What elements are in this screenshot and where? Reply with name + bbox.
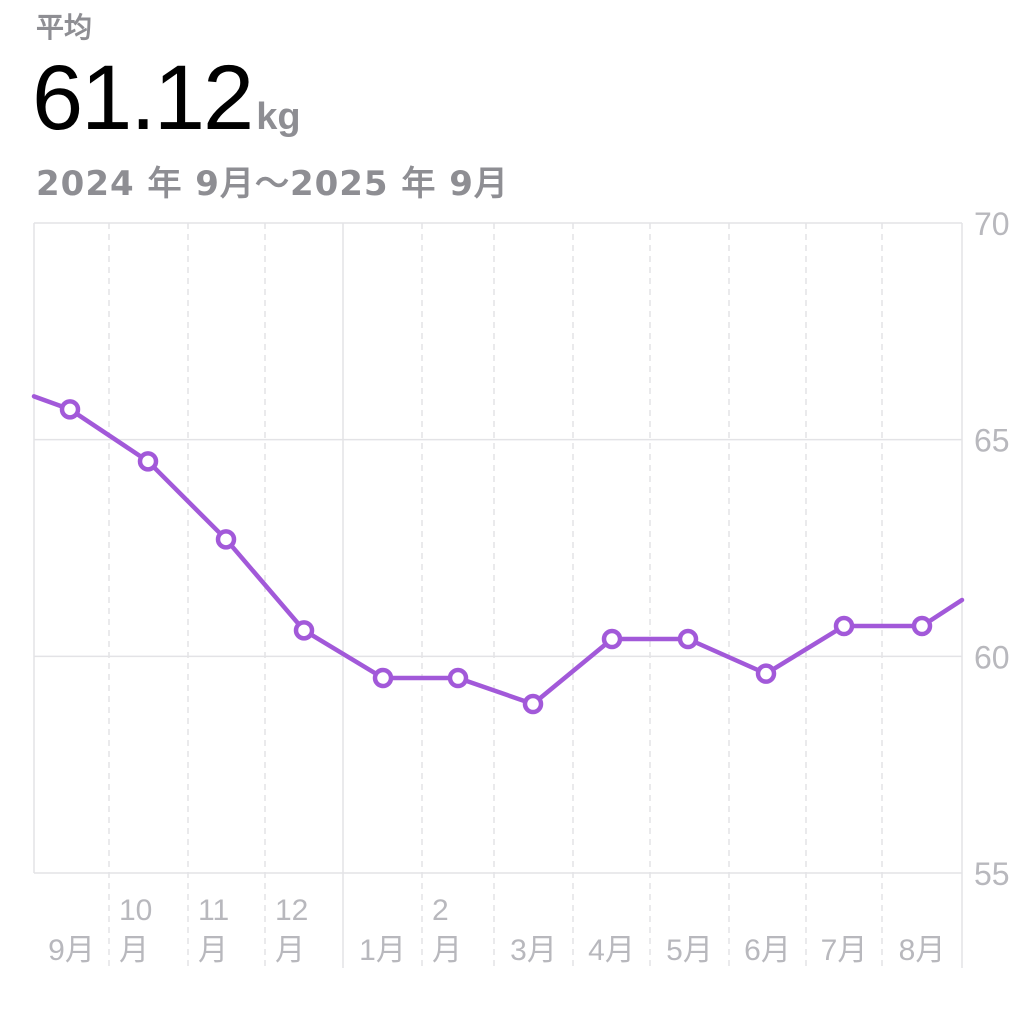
x-tick-label: 3月 xyxy=(510,934,557,967)
x-tick-label: 12 xyxy=(275,894,308,927)
x-tick-label: 月 xyxy=(198,934,228,967)
date-range: 2024 年 9月〜2025 年 9月 xyxy=(36,164,509,204)
data-point xyxy=(755,663,777,684)
x-tick-label: 4月 xyxy=(588,934,635,967)
x-tick-label: 月 xyxy=(432,934,462,967)
average-label: 平均 xyxy=(36,11,93,44)
average-unit: kg xyxy=(256,96,301,138)
series-line xyxy=(31,394,965,707)
x-tick-label: 6月 xyxy=(744,934,791,967)
x-tick-label: 月 xyxy=(119,934,149,967)
data-point xyxy=(215,529,237,550)
x-tick-label: 7月 xyxy=(821,934,868,967)
y-tick-label: 60 xyxy=(974,639,1010,675)
average-value: 61.12 xyxy=(32,47,254,149)
y-axis-ticks: 70 65 60 55 xyxy=(974,206,1010,892)
y-tick-label: 65 xyxy=(974,423,1010,459)
x-tick-label: 月 xyxy=(275,934,305,967)
x-tick-label: 1月 xyxy=(359,934,406,967)
x-tick-label: 9月 xyxy=(48,934,95,967)
data-point xyxy=(522,693,544,715)
x-tick-label: 10 xyxy=(119,894,152,927)
data-point xyxy=(372,667,394,689)
data-point xyxy=(293,620,315,641)
data-point xyxy=(137,451,159,472)
data-point xyxy=(833,615,855,637)
chart-series xyxy=(31,394,965,715)
x-tick-label: 2 xyxy=(432,894,449,927)
data-point xyxy=(59,399,81,420)
data-point xyxy=(677,628,699,650)
x-tick-label: 8月 xyxy=(899,934,946,967)
y-tick-label: 55 xyxy=(974,856,1010,892)
data-point xyxy=(447,667,469,689)
chart-grid xyxy=(33,222,963,968)
x-axis-ticks: 9月 10 月 11 月 12 月 1月 2 月 3月 4月 5月 6月 7月 8月 xyxy=(48,894,945,967)
data-point xyxy=(601,628,623,650)
y-tick-label: 70 xyxy=(974,206,1010,242)
x-tick-label: 5月 xyxy=(666,934,713,967)
x-tick-label: 11 xyxy=(198,894,229,927)
average-value-row: 61.12 kg xyxy=(32,46,301,151)
data-point xyxy=(911,615,933,637)
